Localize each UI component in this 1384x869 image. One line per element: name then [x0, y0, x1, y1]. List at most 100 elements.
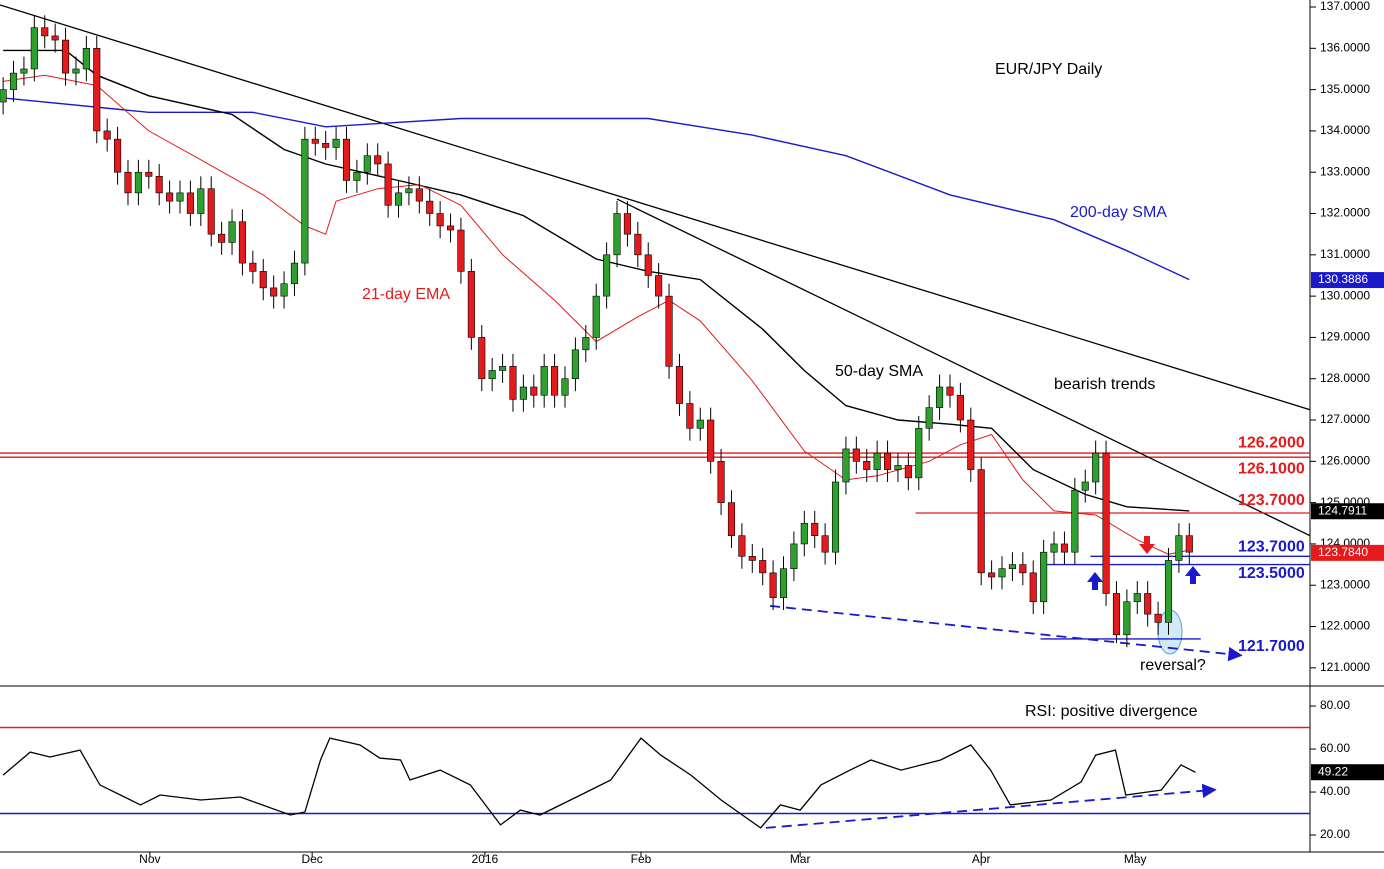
candle-body	[124, 171, 132, 194]
candle-body	[270, 287, 278, 297]
candle-body	[644, 254, 652, 276]
candle-body	[779, 568, 788, 598]
candle-body	[218, 233, 226, 243]
candle-body	[342, 138, 351, 181]
overlay-label: 200-day SMA	[1070, 204, 1167, 221]
candle-body	[467, 271, 475, 338]
candle-body	[0, 89, 7, 103]
candle-body	[821, 535, 829, 553]
candle-body	[800, 522, 808, 545]
candle-body	[1154, 613, 1162, 623]
x-tick-label: Apr	[972, 852, 991, 866]
candle-body	[197, 188, 205, 214]
moving-average	[3, 97, 1190, 281]
candle-body	[759, 560, 767, 574]
candle-body	[30, 27, 38, 70]
candle-body	[499, 366, 507, 371]
candle-body	[114, 138, 122, 173]
candle-body	[967, 419, 975, 470]
down-arrow	[1139, 536, 1155, 554]
candle-body	[748, 556, 756, 561]
candle-body	[769, 572, 777, 598]
candle-body	[145, 171, 153, 177]
y-tick-label: 40.00	[1320, 784, 1350, 798]
candle-body	[93, 48, 101, 132]
candle-body	[249, 262, 257, 272]
price-tag-label: 49.22	[1318, 764, 1348, 778]
candle-body	[394, 192, 403, 206]
candle-body	[863, 461, 871, 470]
candle-body	[675, 366, 684, 404]
candle-body	[103, 130, 111, 140]
candle-body	[238, 221, 246, 264]
candle-body	[717, 461, 725, 503]
candle-body	[561, 378, 569, 396]
y-tick-label: 121.0000	[1320, 660, 1370, 674]
candle-body	[363, 155, 371, 173]
y-tick-label: 20.00	[1320, 827, 1350, 841]
x-tick-label: Dec	[301, 852, 322, 866]
candle-body	[353, 171, 361, 181]
candle-body	[155, 176, 163, 194]
up-arrow	[1185, 566, 1201, 584]
y-tick-label: 126.0000	[1320, 453, 1370, 467]
candle-body	[509, 366, 517, 400]
candle-body	[915, 427, 923, 479]
candle-body	[738, 535, 746, 557]
x-tick-label: 2016	[472, 852, 499, 866]
candle-body	[20, 68, 28, 74]
overlay-label: 50-day SMA	[835, 363, 923, 380]
candle-body	[956, 394, 964, 421]
candle-body	[988, 572, 996, 578]
y-tick-label: 131.0000	[1320, 247, 1370, 261]
level-label: 123.7000	[1238, 539, 1305, 556]
candle-body	[613, 213, 621, 256]
candle-body	[1071, 489, 1079, 553]
candle-body	[322, 143, 330, 148]
candle-body	[925, 407, 933, 429]
candle-body	[603, 254, 611, 297]
candle-body	[551, 366, 559, 396]
trendline	[0, 4, 1311, 411]
candle-body	[686, 403, 694, 429]
candle-body	[446, 225, 455, 231]
candle-body	[842, 448, 850, 483]
candle-body	[259, 271, 267, 289]
trendline	[616, 198, 1311, 537]
price-tag	[1311, 272, 1384, 289]
candle-body	[207, 188, 215, 235]
rsi-title: RSI: positive divergence	[1025, 703, 1198, 720]
candle-body	[623, 213, 631, 235]
candle-body	[228, 221, 236, 243]
candle-body	[457, 229, 465, 272]
candle-body	[998, 568, 1006, 578]
candle-body	[332, 138, 340, 148]
x-tick-label: Feb	[631, 852, 652, 866]
candle-body	[1008, 564, 1016, 570]
candle-body	[405, 188, 413, 194]
y-tick-label: 137.0000	[1320, 0, 1370, 13]
candle-body	[290, 262, 299, 285]
annotation: reversal?	[1140, 657, 1206, 674]
x-tick-label: Nov	[139, 852, 160, 866]
y-tick-label: 134.0000	[1320, 123, 1370, 137]
x-tick-label: May	[1124, 852, 1147, 866]
candle-body	[311, 138, 319, 144]
y-tick-label: 123.0000	[1320, 577, 1370, 591]
candle-body	[727, 502, 736, 536]
candle-body	[9, 72, 18, 90]
trendline	[765, 783, 1217, 829]
candle-body	[1144, 593, 1152, 615]
candle-body	[436, 213, 444, 227]
candle-body	[894, 465, 902, 470]
candle-body	[280, 283, 288, 297]
candle-body	[665, 295, 673, 367]
x-tick-label: Mar	[790, 852, 811, 866]
candle-body	[426, 200, 434, 214]
candle-body	[1102, 452, 1110, 594]
y-tick-label: 127.0000	[1320, 412, 1370, 426]
candle-body	[540, 366, 548, 396]
candle-body	[1175, 535, 1183, 561]
